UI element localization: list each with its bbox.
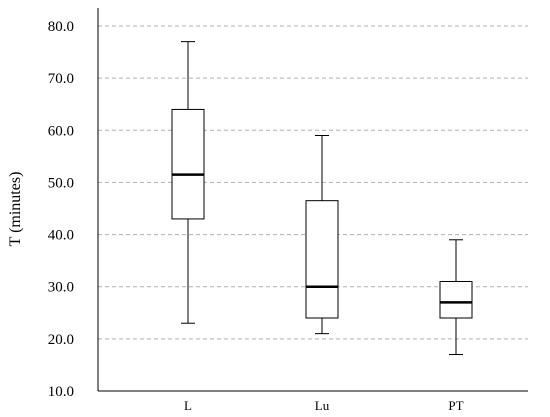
y-tick-label: 80.0 bbox=[48, 19, 74, 35]
y-tick-label: 20.0 bbox=[48, 332, 74, 348]
x-category-label-Lu: Lu bbox=[315, 398, 330, 413]
iqr-box bbox=[171, 108, 205, 220]
y-tick-label: 60.0 bbox=[48, 123, 74, 139]
boxes bbox=[171, 41, 473, 355]
y-tick-label: 50.0 bbox=[48, 175, 74, 191]
y-tick-label: 10.0 bbox=[48, 384, 74, 400]
y-axis-title: T (minutes) bbox=[7, 172, 24, 247]
y-tick-labels: 10.0 20.0 30.0 40.0 50.0 60.0 70.0 80.0 bbox=[48, 19, 74, 400]
y-tick-label: 30.0 bbox=[48, 280, 74, 296]
iqr-box bbox=[305, 200, 339, 319]
box-L bbox=[171, 41, 205, 324]
box-Lu bbox=[305, 135, 339, 335]
x-category-label-PT: PT bbox=[448, 398, 463, 413]
axes bbox=[97, 8, 528, 392]
box-PT bbox=[439, 239, 473, 355]
x-category-labels: L Lu PT bbox=[184, 398, 464, 413]
iqr-box bbox=[439, 281, 473, 319]
y-tick-label: 40.0 bbox=[48, 228, 74, 244]
y-tick-label: 70.0 bbox=[48, 71, 74, 87]
x-category-label-L: L bbox=[184, 398, 192, 413]
